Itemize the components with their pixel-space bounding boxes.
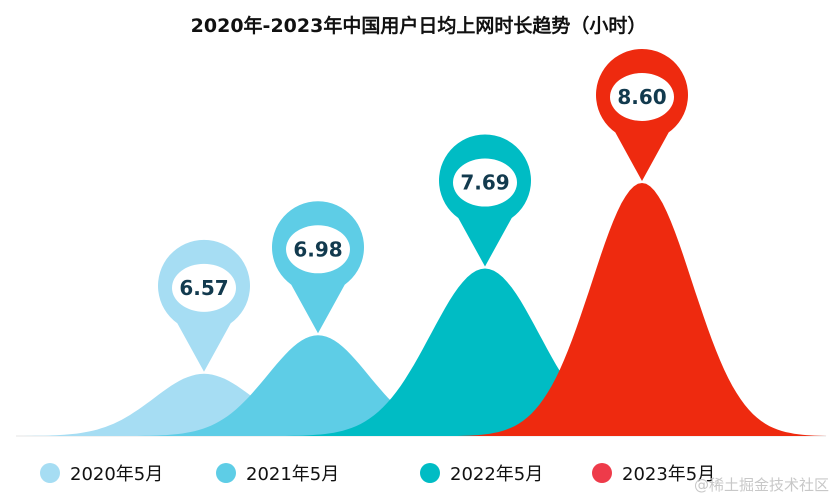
peak-2023: [457, 183, 827, 436]
pin-label-bg-2023: [610, 73, 674, 121]
legend-item-2023[interactable]: 2023年5月: [592, 460, 715, 486]
legend-label-2023: 2023年5月: [622, 464, 716, 485]
legend-item-2021[interactable]: 2021年5月: [216, 460, 339, 486]
legend-item-2020[interactable]: 2020年5月: [40, 460, 163, 486]
legend-dot-2021: [216, 463, 236, 483]
peak-2020: [19, 373, 389, 436]
legend-dot-2020: [40, 463, 60, 483]
peak-2021: [133, 335, 503, 436]
pin-label-bg-2022: [453, 158, 517, 207]
chart-title: 2020年-2023年中国用户日均上网时长趋势（小时）: [190, 15, 647, 37]
peak-2022: [285, 268, 685, 436]
pins-group: 6.57 6.98 7.69 8.60: [158, 48, 688, 372]
legend-label-2020: 2020年5月: [70, 464, 164, 485]
value-label-2022: 7.69: [460, 171, 509, 195]
watermark: @稀土掘金技术社区: [693, 476, 829, 494]
value-label-2023: 8.60: [617, 85, 666, 109]
peaks-group: [19, 183, 827, 436]
value-label-2020: 6.57: [179, 276, 228, 300]
value-label-2021: 6.98: [293, 237, 342, 261]
legend-label-2022: 2022年5月: [450, 464, 544, 485]
pin-label-bg-2020: [172, 263, 236, 312]
legend-label-2021: 2021年5月: [246, 464, 340, 485]
legend-dot-2023: [592, 463, 612, 483]
legend-dot-2022: [420, 463, 440, 483]
legend-item-2022[interactable]: 2022年5月: [420, 460, 543, 486]
pin-label-bg-2021: [286, 225, 350, 274]
legend: 2020年5月 2021年5月 2022年5月 2023年5月: [0, 460, 837, 490]
